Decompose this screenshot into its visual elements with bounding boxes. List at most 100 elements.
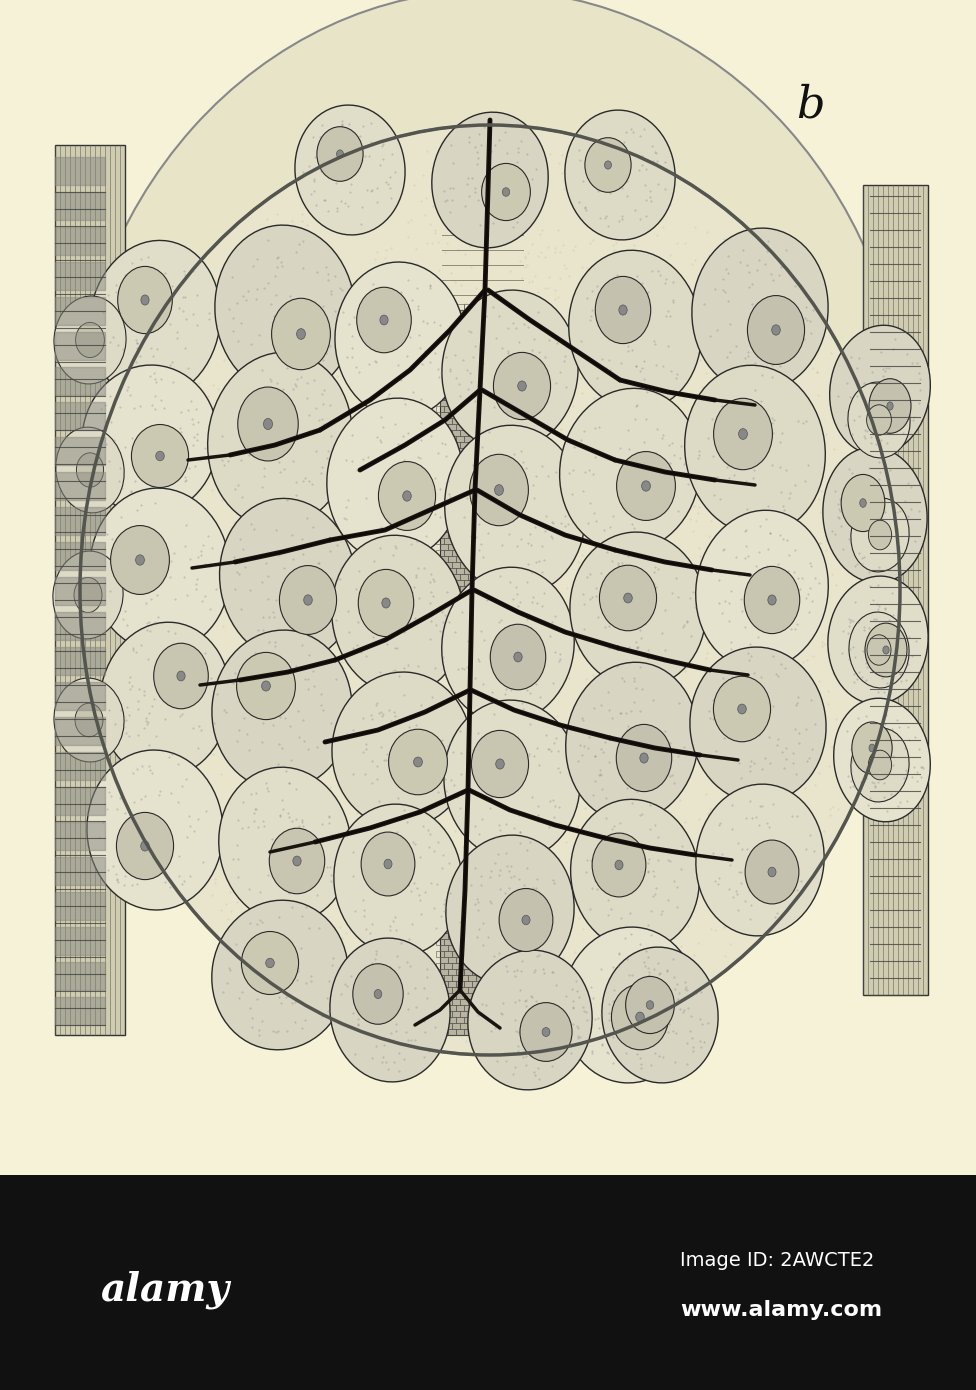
Bar: [460, 514, 468, 520]
Bar: [472, 981, 480, 987]
Ellipse shape: [869, 751, 892, 780]
Bar: [496, 569, 504, 574]
Bar: [456, 592, 464, 598]
Bar: [524, 455, 532, 460]
Bar: [440, 388, 448, 393]
Bar: [448, 341, 456, 346]
Bar: [492, 574, 500, 580]
Bar: [464, 460, 472, 466]
Bar: [488, 543, 496, 550]
Bar: [440, 556, 448, 562]
Bar: [460, 430, 468, 436]
Bar: [520, 304, 528, 310]
Bar: [452, 1011, 460, 1017]
Bar: [516, 502, 524, 507]
Bar: [444, 904, 452, 909]
Bar: [500, 550, 508, 556]
Bar: [520, 328, 528, 334]
Ellipse shape: [841, 474, 885, 531]
Bar: [464, 436, 472, 442]
Ellipse shape: [869, 378, 911, 434]
Bar: [480, 411, 488, 418]
Bar: [472, 580, 480, 587]
Bar: [472, 411, 480, 418]
Bar: [452, 310, 460, 316]
Bar: [460, 455, 468, 460]
Bar: [448, 352, 456, 359]
Bar: [500, 406, 508, 411]
Bar: [504, 543, 512, 550]
Bar: [504, 933, 512, 940]
Bar: [480, 316, 488, 322]
Bar: [496, 605, 504, 610]
Bar: [476, 587, 484, 592]
Bar: [528, 543, 536, 550]
Bar: [500, 382, 508, 388]
Bar: [452, 418, 460, 424]
Bar: [500, 904, 508, 909]
Bar: [456, 460, 464, 466]
Ellipse shape: [379, 461, 435, 531]
Ellipse shape: [616, 724, 671, 791]
Bar: [472, 569, 480, 574]
Bar: [468, 915, 476, 922]
Bar: [472, 1017, 480, 1023]
Bar: [512, 377, 520, 382]
Bar: [55, 145, 125, 1036]
Bar: [492, 999, 500, 1005]
Bar: [472, 400, 480, 406]
Bar: [448, 507, 456, 514]
Bar: [508, 491, 516, 496]
Bar: [512, 316, 520, 322]
Bar: [480, 388, 488, 393]
Bar: [480, 992, 488, 999]
Bar: [524, 346, 532, 352]
Bar: [444, 334, 452, 341]
Bar: [528, 484, 536, 491]
Ellipse shape: [499, 888, 552, 952]
Bar: [516, 904, 524, 909]
Bar: [488, 922, 496, 927]
Bar: [468, 974, 476, 981]
Bar: [468, 550, 476, 556]
Bar: [480, 1017, 488, 1023]
Bar: [492, 514, 500, 520]
Bar: [512, 1005, 520, 1011]
Ellipse shape: [883, 646, 889, 655]
Ellipse shape: [617, 452, 675, 520]
Ellipse shape: [469, 455, 528, 525]
Bar: [456, 981, 464, 987]
Bar: [496, 1005, 504, 1011]
Bar: [480, 460, 488, 466]
Ellipse shape: [264, 418, 272, 430]
Bar: [524, 466, 532, 473]
Bar: [508, 915, 516, 922]
Ellipse shape: [330, 938, 450, 1081]
Bar: [452, 502, 460, 507]
Ellipse shape: [297, 328, 305, 339]
Bar: [440, 992, 448, 999]
Bar: [480, 448, 488, 455]
Bar: [492, 310, 500, 316]
Bar: [524, 587, 532, 592]
Bar: [456, 411, 464, 418]
Bar: [524, 974, 532, 981]
Ellipse shape: [156, 452, 164, 460]
Bar: [492, 334, 500, 341]
Bar: [488, 316, 496, 322]
Ellipse shape: [76, 453, 103, 488]
Bar: [480, 909, 488, 915]
Bar: [464, 473, 472, 478]
Bar: [528, 969, 536, 974]
Bar: [440, 352, 448, 359]
Bar: [476, 346, 484, 352]
Bar: [516, 346, 524, 352]
Ellipse shape: [517, 381, 526, 391]
Bar: [516, 940, 524, 945]
Bar: [472, 520, 480, 525]
Bar: [516, 587, 524, 592]
Bar: [456, 364, 464, 370]
Bar: [476, 455, 484, 460]
Bar: [472, 1029, 480, 1036]
Bar: [496, 922, 504, 927]
